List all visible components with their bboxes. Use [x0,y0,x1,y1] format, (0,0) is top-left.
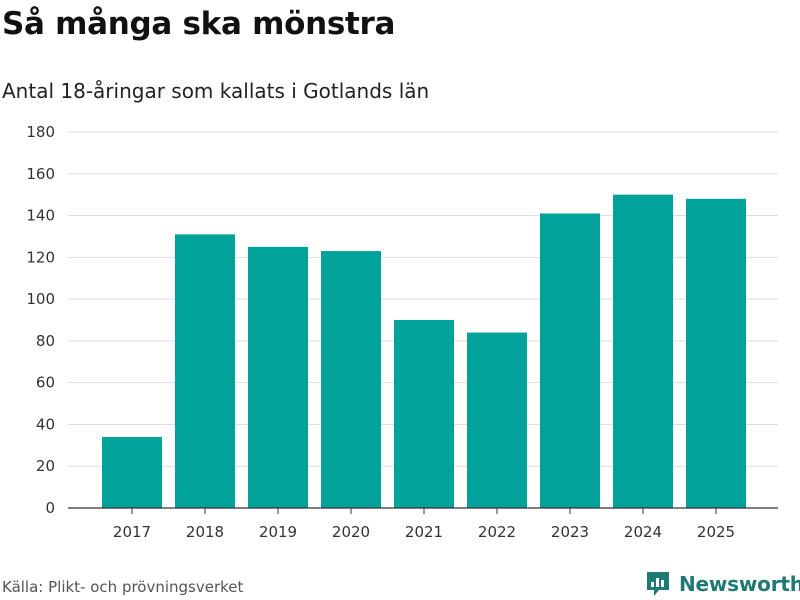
y-tick-label: 160 [26,165,55,183]
y-tick-label: 120 [26,248,55,266]
x-tick-label: 2018 [186,523,224,541]
source-note: Källa: Plikt- och prövningsverket [2,578,244,596]
bar-2022 [467,332,527,508]
bar-2021 [394,320,454,508]
bars [102,194,746,509]
newsworthy-logo-icon [647,572,669,596]
x-tick-label: 2017 [113,523,151,541]
x-tick-label: 2021 [405,523,443,541]
y-tick-label: 20 [36,457,55,475]
x-tick-label: 2019 [259,523,297,541]
x-tick-label: 2022 [478,523,516,541]
axes: 0 20 40 60 80 100 120 140 160 180 2017 2018 2019 2020… [26,123,778,541]
y-tick-label: 100 [26,290,55,308]
brand-name: Newsworthy [679,572,800,596]
bar-2020 [321,251,381,509]
chart-subtitle: Antal 18-åringar som kallats i Gotlands … [2,79,430,103]
bar-2024 [613,194,673,508]
bar-2018 [175,234,235,508]
x-tick-label: 2024 [624,523,662,541]
y-tick-label: 0 [45,499,55,517]
brand-logo: Newsworthy [645,570,800,598]
chart-title: Så många ska mönstra [2,6,396,42]
bar-2023 [540,213,600,508]
x-tick-label: 2020 [332,523,370,541]
bar-2019 [248,246,308,508]
x-tick-label: 2025 [697,523,735,541]
bar-2025 [686,198,746,508]
y-tick-label: 80 [36,332,55,350]
y-tick-label: 40 [36,415,55,433]
bar-2017 [102,436,162,508]
y-tick-label: 60 [36,374,55,392]
y-tick-label: 140 [26,207,55,225]
x-tick-label: 2023 [551,523,589,541]
y-tick-label: 180 [26,123,55,141]
